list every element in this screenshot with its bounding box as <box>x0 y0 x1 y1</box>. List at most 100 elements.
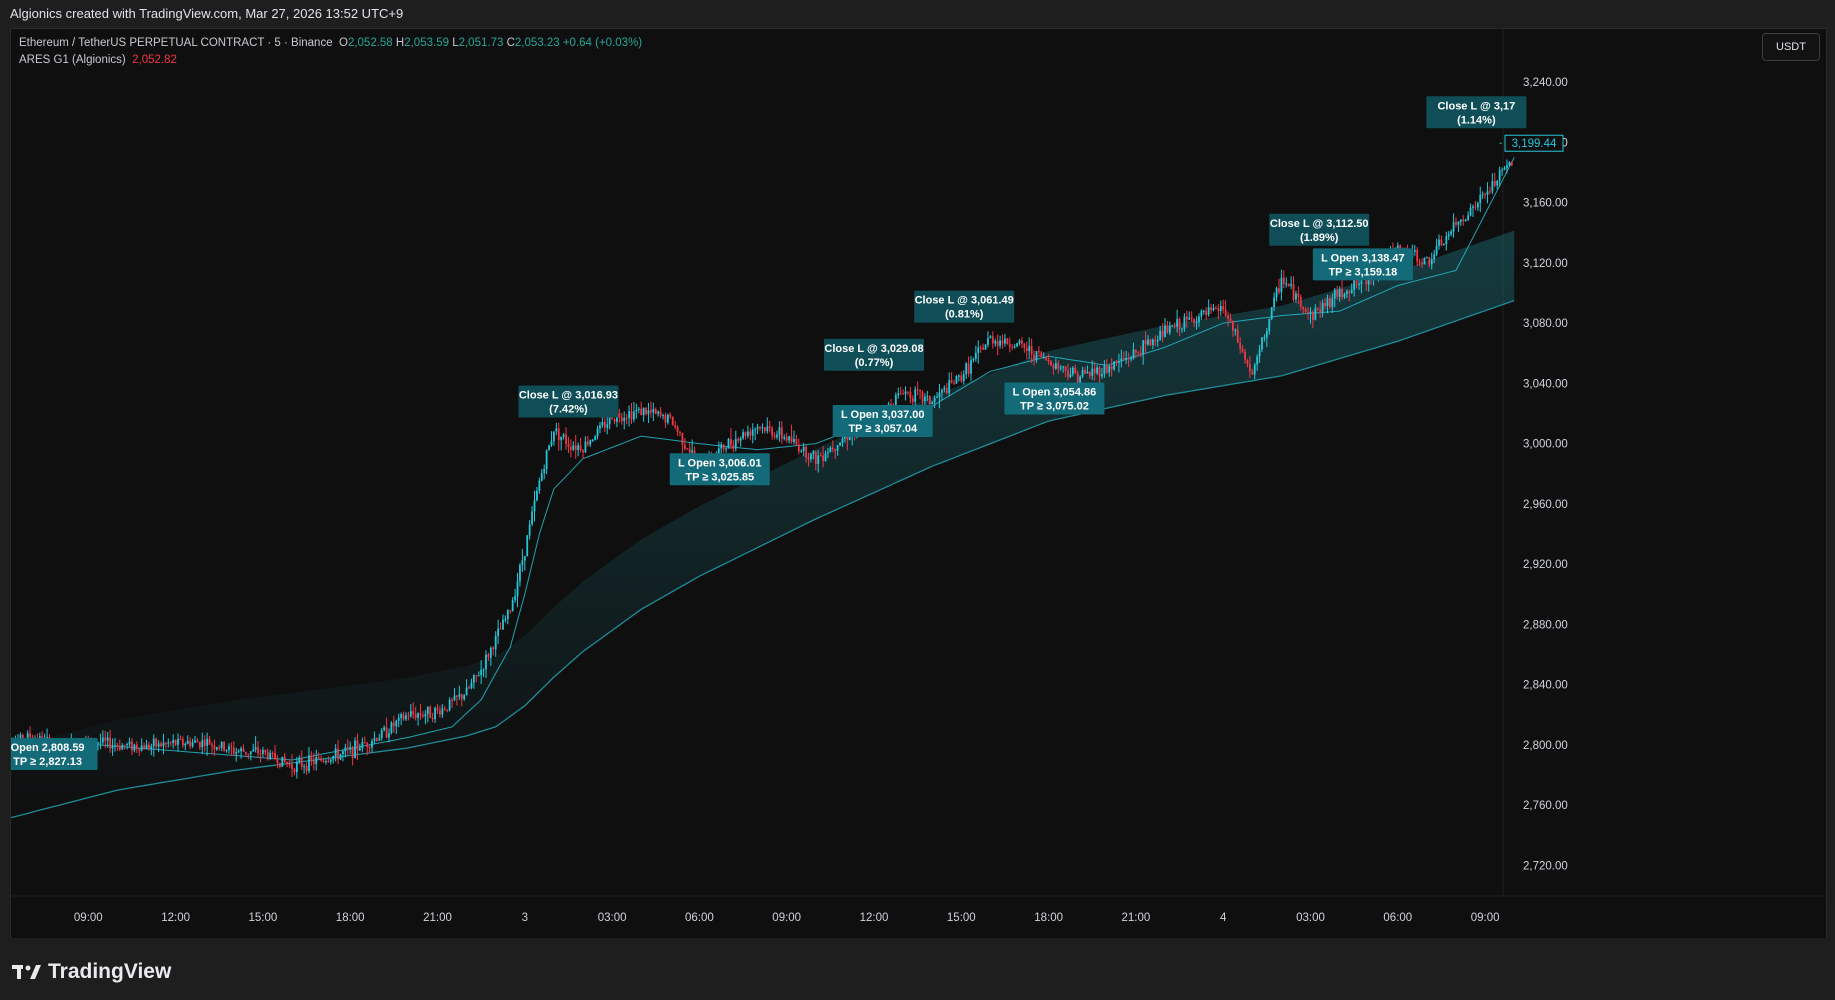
candle-body <box>548 445 550 451</box>
candle-body <box>725 448 727 450</box>
candle-body <box>172 739 175 744</box>
open-label: O <box>338 37 348 49</box>
candle-body <box>669 414 672 417</box>
chart-panel[interactable]: 3,240.003,200.003,160.003,120.003,080.00… <box>10 28 1827 940</box>
candle-body <box>1256 356 1259 365</box>
candle-body <box>936 396 938 398</box>
trade-label-box[interactable] <box>11 737 98 770</box>
candle-body <box>628 411 630 419</box>
candle-body <box>409 711 412 717</box>
candle-body <box>1455 222 1457 225</box>
candle-body <box>472 675 475 683</box>
candle-body <box>1084 369 1086 374</box>
candle-body <box>1045 356 1048 360</box>
candle-body <box>1350 289 1353 293</box>
candle-body <box>453 695 456 701</box>
candle-body <box>308 755 310 772</box>
candle-body <box>228 746 230 750</box>
candle-body <box>203 740 206 746</box>
candle-body <box>414 714 417 718</box>
trade-label-box[interactable] <box>1269 213 1370 246</box>
candle-body <box>965 363 968 375</box>
symbol-name[interactable]: Ethereum / TetherUS PERPETUAL CONTRACT ·… <box>19 37 333 49</box>
candle-body <box>943 387 946 390</box>
candle-body <box>1258 349 1261 357</box>
trade-label-box[interactable] <box>669 453 770 486</box>
candle-body <box>480 669 483 676</box>
candle-body <box>562 434 565 437</box>
candle-body <box>783 437 786 439</box>
price-chart[interactable]: 3,240.003,200.003,160.003,120.003,080.00… <box>11 29 1826 939</box>
indicator-name[interactable]: ARES G1 (Algionics) <box>19 54 126 66</box>
candle-body <box>465 687 468 696</box>
candle-body <box>899 393 902 395</box>
candle-body <box>834 449 837 451</box>
trade-label-box[interactable] <box>832 405 933 438</box>
candle-body <box>194 740 196 743</box>
candle-body <box>664 415 667 423</box>
candle-body <box>1355 279 1358 285</box>
candle-body <box>827 452 829 454</box>
trade-label-box[interactable] <box>914 290 1015 323</box>
trade-label-line1: Open 2,808.59 <box>11 742 85 754</box>
candle-body <box>213 745 216 750</box>
candle-body <box>642 407 645 416</box>
candle-body <box>482 669 485 671</box>
candle-body <box>456 695 458 697</box>
trade-label-box[interactable] <box>824 338 924 371</box>
trade-label-box[interactable] <box>518 385 619 418</box>
candle-body <box>676 427 679 432</box>
candle-body <box>1159 330 1162 341</box>
candle-body <box>1496 180 1499 186</box>
trade-label-box[interactable] <box>1426 96 1527 129</box>
candle-body <box>1130 358 1132 360</box>
candle-body <box>567 443 570 448</box>
candle-body <box>616 413 618 422</box>
candle-body <box>841 438 844 443</box>
candle-body <box>1244 351 1246 360</box>
candle-body <box>603 422 606 428</box>
trade-label-box[interactable] <box>1004 382 1105 415</box>
candle-body <box>196 740 199 743</box>
candle-body <box>691 450 694 453</box>
candle-body <box>1486 191 1489 195</box>
x-tick-label: 15:00 <box>249 912 278 924</box>
candle-body <box>1336 289 1339 297</box>
candle-body <box>1248 363 1251 372</box>
candle-body <box>1198 316 1200 323</box>
candle-body <box>756 426 759 430</box>
trade-label-line1: L Open 3,138.47 <box>1321 252 1405 264</box>
candle-body <box>1462 219 1465 222</box>
candle-body <box>790 436 793 442</box>
candle-body <box>1503 168 1506 170</box>
candle-body <box>230 746 233 748</box>
candle-body <box>1348 291 1351 293</box>
candle-body <box>305 766 308 772</box>
candle-body <box>902 393 904 395</box>
candle-body <box>1358 283 1360 285</box>
candle-body <box>1304 308 1307 312</box>
currency-button[interactable]: USDT <box>1762 33 1820 61</box>
candle-body <box>1418 261 1421 263</box>
candle-body <box>924 396 926 402</box>
candle-body <box>1326 298 1329 307</box>
x-tick-label: 09:00 <box>1471 912 1500 924</box>
candle-body <box>1122 358 1125 360</box>
trade-label-line2: TP ≥ 3,075.02 <box>1020 400 1089 412</box>
x-tick-label: 15:00 <box>947 912 976 924</box>
candle-body <box>1399 245 1402 250</box>
candle-body <box>1319 309 1322 313</box>
candle-body <box>960 375 963 382</box>
candle-body <box>751 429 754 436</box>
candle-body <box>1212 308 1215 311</box>
trade-label-box[interactable] <box>1312 248 1413 281</box>
candle-body <box>829 447 832 453</box>
y-tick-label: 3,040.00 <box>1523 378 1568 390</box>
candle-body <box>928 396 931 405</box>
candle-body <box>1265 331 1268 338</box>
candle-body <box>446 709 449 711</box>
tradingview-brand[interactable]: TradingView <box>12 960 171 984</box>
candle-body <box>666 414 669 423</box>
candle-body <box>165 742 167 744</box>
candle-body <box>771 428 774 436</box>
